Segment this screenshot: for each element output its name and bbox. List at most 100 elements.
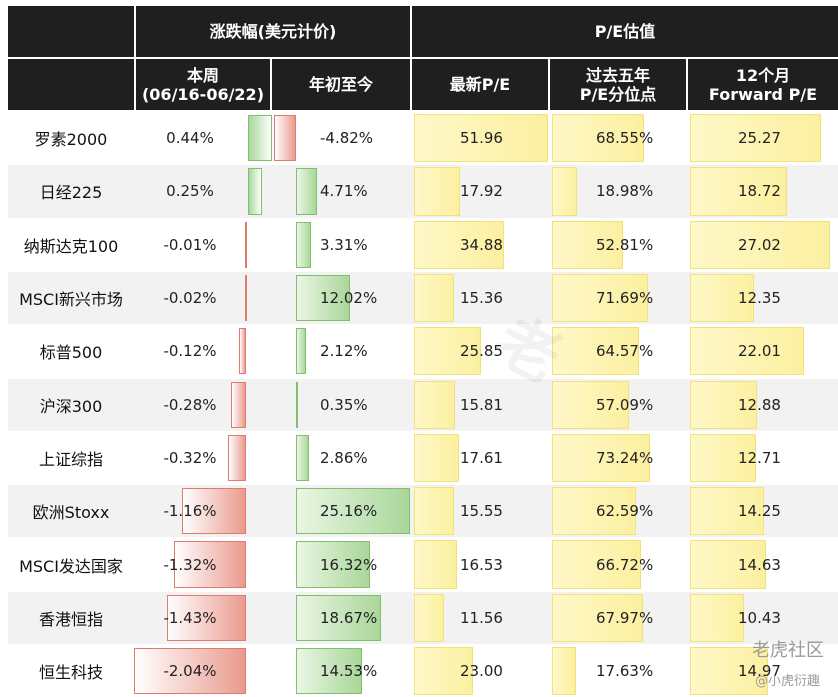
pe-percentile-bar <box>552 540 642 589</box>
latest-pe-value: 51.96 <box>460 129 503 148</box>
latest-pe-bar <box>414 593 444 642</box>
latest-pe-bar <box>414 327 481 376</box>
week-change-bar <box>228 434 246 482</box>
latest-pe-bar <box>414 273 454 323</box>
pe-percentile-value: 71.69% <box>596 289 654 308</box>
forward-pe-bar <box>690 433 756 483</box>
ytd-change-value: -4.82% <box>320 129 374 148</box>
latest-pe-value: 17.61 <box>460 448 503 467</box>
forward-pe-value: 18.72 <box>738 182 781 201</box>
forward-pe-bar <box>690 487 764 536</box>
latest-pe-bar <box>414 487 455 536</box>
header-ytd: 年初至今 <box>272 59 410 110</box>
pe-percentile-bar <box>552 220 623 269</box>
ytd-change-bar <box>274 115 296 162</box>
header-latest-pe: 最新P/E <box>412 59 548 110</box>
week-change-value: -1.16% <box>163 502 217 521</box>
row-label: 罗素2000 <box>34 130 108 150</box>
week-change-value: -1.32% <box>163 555 217 574</box>
week-change-value: -0.12% <box>163 342 217 361</box>
pe-percentile-bar <box>552 487 636 536</box>
latest-pe-bar <box>414 380 455 429</box>
ytd-change-value: 2.12% <box>320 342 368 361</box>
ytd-change-bar <box>296 381 298 428</box>
forward-pe-value: 25.27 <box>738 129 781 148</box>
row-label: 恒生科技 <box>38 663 103 683</box>
forward-pe-bar <box>690 380 757 429</box>
week-change-value: -0.01% <box>163 235 217 254</box>
header-corner <box>8 6 134 57</box>
pe-percentile-bar <box>552 114 644 163</box>
week-change-bar <box>248 168 262 215</box>
pe-percentile-value: 67.97% <box>596 608 654 627</box>
ytd-change-bar <box>296 541 370 588</box>
forward-pe-bar <box>690 540 766 589</box>
pe-percentile-bar <box>552 647 576 696</box>
forward-pe-bar <box>690 593 745 642</box>
latest-pe-value: 34.88 <box>460 235 503 254</box>
ytd-change-bar <box>296 594 381 641</box>
watermark-brand: 老虎社区 <box>752 640 824 661</box>
pe-percentile-value: 68.55% <box>596 129 654 148</box>
pe-percentile-value: 64.57% <box>596 342 654 361</box>
latest-pe-value: 15.36 <box>460 289 503 308</box>
header-pct5y: 过去五年 P/E分位点 <box>550 59 686 110</box>
header-week: 本周 (06/16-06/22) <box>136 59 270 110</box>
pe-percentile-bar <box>552 380 629 429</box>
header-fwd-pe: 12个月 Forward P/E <box>688 59 838 110</box>
week-change-bar <box>167 594 246 641</box>
ytd-change-bar <box>296 434 309 482</box>
latest-pe-value: 17.92 <box>460 182 503 201</box>
latest-pe-value: 15.81 <box>460 395 503 414</box>
latest-pe-bar <box>414 220 504 269</box>
week-change-value: -1.43% <box>163 608 217 627</box>
latest-pe-bar <box>414 647 474 696</box>
week-change-value: -2.04% <box>163 662 217 681</box>
latest-pe-value: 11.56 <box>460 608 503 627</box>
pe-percentile-bar <box>552 167 578 216</box>
ytd-change-value: 25.16% <box>320 502 378 521</box>
latest-pe-value: 16.53 <box>460 555 503 574</box>
header-corner-2 <box>8 59 134 110</box>
row-label: 上证综指 <box>38 449 103 469</box>
forward-pe-value: 12.71 <box>738 448 781 467</box>
row-label: MSCI发达国家 <box>19 556 123 576</box>
week-change-value: 0.25% <box>166 182 214 201</box>
week-change-bar <box>182 488 246 535</box>
forward-pe-bar <box>690 220 830 269</box>
pe-percentile-value: 73.24% <box>596 448 654 467</box>
forward-pe-bar <box>690 647 768 696</box>
forward-pe-value: 10.43 <box>738 608 781 627</box>
week-change-value: -0.32% <box>163 448 217 467</box>
week-change-value: -0.28% <box>163 395 217 414</box>
header-group-change: 涨跌幅(美元计价) <box>136 6 410 57</box>
ytd-change-bar <box>296 221 311 268</box>
forward-pe-bar <box>690 167 787 216</box>
ytd-change-value: 18.67% <box>320 608 378 627</box>
row-label: 标普500 <box>39 343 103 363</box>
header-week-line2: (06/16-06/22) <box>141 84 264 104</box>
row-label: MSCI新兴市场 <box>19 290 123 310</box>
header-fwd-line2: Forward P/E <box>708 84 818 104</box>
header-pct5y-line2: P/E分位点 <box>579 84 657 104</box>
row-label: 沪深300 <box>39 396 103 416</box>
forward-pe-value: 27.02 <box>738 235 781 254</box>
latest-pe-value: 23.00 <box>460 662 503 681</box>
latest-pe-value: 25.85 <box>460 342 503 361</box>
ytd-change-value: 12.02% <box>320 289 378 308</box>
latest-pe-bar <box>414 114 548 163</box>
pe-percentile-bar <box>552 593 644 642</box>
week-change-bar <box>244 274 247 322</box>
pe-percentile-bar <box>552 327 639 376</box>
header-group-pe: P/E估值 <box>412 6 838 57</box>
row-label: 日经225 <box>39 183 103 203</box>
header-fwd-line1: 12个月 <box>735 65 791 85</box>
header-pct5y-line1: 过去五年 <box>585 65 650 85</box>
ytd-change-bar <box>296 488 410 535</box>
ytd-change-bar <box>296 168 318 215</box>
week-change-bar <box>230 381 246 428</box>
ytd-change-bar <box>296 328 306 375</box>
week-change-bar <box>245 221 247 268</box>
forward-pe-bar <box>690 327 805 376</box>
forward-pe-value: 14.63 <box>738 555 781 574</box>
